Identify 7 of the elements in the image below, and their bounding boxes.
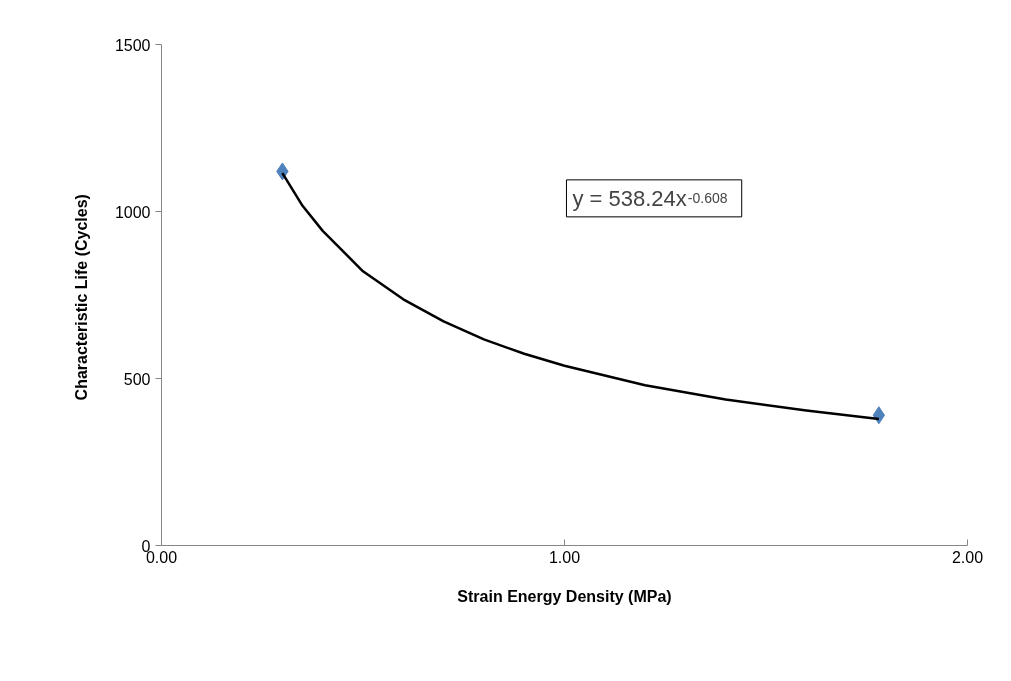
x-tick-label: 2.00 xyxy=(951,548,984,566)
y-tick-label: 1500 xyxy=(114,36,151,54)
y-tick-label: 500 xyxy=(123,370,151,388)
y-tick-label: 1000 xyxy=(114,203,151,221)
x-axis-title: Strain Energy Density (MPa) xyxy=(457,587,672,605)
y-axis-title: Characteristic Life (Cycles) xyxy=(72,194,90,401)
x-tick-label: 1.00 xyxy=(548,548,581,566)
